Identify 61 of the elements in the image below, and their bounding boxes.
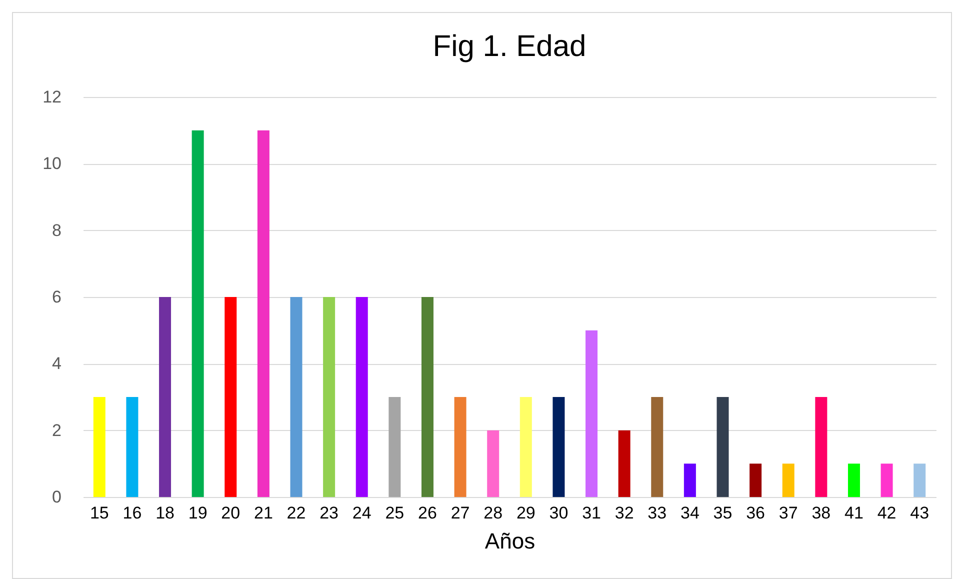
x-tick-label: 24 xyxy=(352,504,372,522)
bar xyxy=(159,297,172,497)
x-tick-label: 25 xyxy=(385,504,404,522)
x-tick-label: 22 xyxy=(286,504,306,522)
x-tick-label: 42 xyxy=(877,504,896,522)
y-tick-label: 0 xyxy=(52,488,62,506)
bar xyxy=(290,297,302,497)
bar xyxy=(716,397,729,497)
x-tick-label: 37 xyxy=(778,504,798,522)
bar xyxy=(520,397,532,497)
chart-title: Fig 1. Edad xyxy=(432,30,586,63)
bar xyxy=(750,464,762,497)
bar xyxy=(586,330,598,497)
x-tick-label: 29 xyxy=(516,504,536,522)
y-tick-label: 6 xyxy=(52,288,62,306)
x-tick-label: 28 xyxy=(484,504,503,522)
x-tick-label: 35 xyxy=(713,504,732,522)
x-tick-label: 15 xyxy=(90,504,109,522)
bar xyxy=(454,397,466,497)
bar xyxy=(880,464,893,497)
x-tick-label: 27 xyxy=(450,504,470,522)
bar xyxy=(224,297,237,497)
x-tick-label: 34 xyxy=(680,504,700,522)
y-tick-label: 4 xyxy=(52,354,62,374)
bar xyxy=(815,397,828,497)
bar xyxy=(257,130,270,497)
x-tick-label: 36 xyxy=(746,504,766,522)
bar xyxy=(782,464,794,497)
x-tick-label: 43 xyxy=(910,504,930,522)
bar xyxy=(914,464,926,497)
y-tick-label: 10 xyxy=(42,154,62,174)
bar xyxy=(356,297,368,497)
bar xyxy=(421,297,434,497)
x-tick-label: 38 xyxy=(812,504,831,522)
x-tick-label: 18 xyxy=(156,504,174,522)
x-tick-label: 16 xyxy=(122,504,142,522)
x-tick-label: 32 xyxy=(614,504,634,522)
x-tick-label: 33 xyxy=(648,504,667,522)
y-tick-label: 12 xyxy=(42,88,62,106)
bar xyxy=(93,397,106,497)
bar xyxy=(552,397,565,497)
bar xyxy=(651,397,664,497)
x-tick-label: 26 xyxy=(418,504,437,522)
y-tick-label: 2 xyxy=(52,420,62,440)
x-tick-label: 30 xyxy=(549,504,568,522)
x-tick-label: 21 xyxy=(254,504,273,522)
x-tick-label: 19 xyxy=(188,504,208,522)
bar xyxy=(192,130,204,497)
x-axis-title: Años xyxy=(484,528,536,554)
x-tick-label: 23 xyxy=(320,504,339,522)
bar xyxy=(684,464,696,497)
x-tick-label: 20 xyxy=(221,504,240,522)
bar xyxy=(848,464,860,497)
x-tick-label: 31 xyxy=(582,504,601,522)
bar xyxy=(388,397,401,497)
bar xyxy=(487,430,500,497)
bar xyxy=(323,297,336,497)
bar xyxy=(126,397,138,497)
bar xyxy=(618,430,630,497)
y-tick-label: 8 xyxy=(52,220,62,240)
x-tick-label: 41 xyxy=(844,504,864,522)
